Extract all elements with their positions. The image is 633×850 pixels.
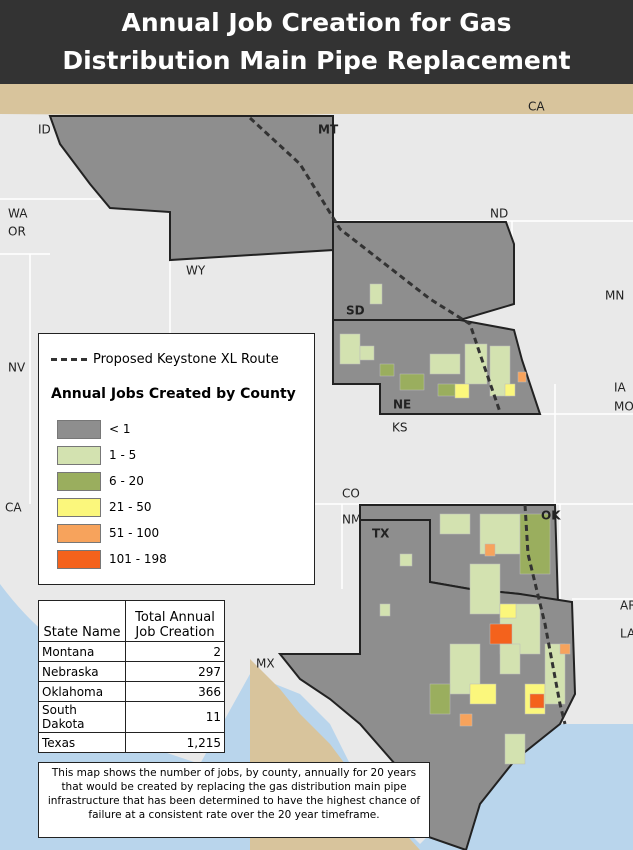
- state-label: TX: [372, 527, 390, 541]
- table-row: Montana 2: [38, 641, 225, 662]
- keystone-route: [523, 504, 567, 725]
- state-label: SD: [346, 304, 365, 318]
- state-label: NM: [342, 513, 361, 527]
- legend-item: 6 - 20: [57, 472, 144, 491]
- legend-label: 51 - 100: [109, 526, 160, 540]
- state-label: ND: [490, 207, 508, 221]
- county: [517, 371, 527, 383]
- state-label: CA: [528, 100, 545, 114]
- county: [499, 603, 517, 619]
- legend-label: 101 - 198: [109, 552, 167, 566]
- county: [489, 345, 511, 397]
- county: [379, 363, 395, 377]
- county: [437, 383, 457, 397]
- table-cell: 1,215: [125, 732, 225, 753]
- legend-item: 21 - 50: [57, 498, 152, 517]
- legend-swatch: [57, 550, 101, 569]
- legend: Proposed Keystone XL Route Annual Jobs C…: [38, 333, 315, 585]
- table-cell: Oklahoma: [38, 681, 126, 702]
- state-label: MX: [256, 657, 275, 671]
- county: [399, 553, 413, 567]
- canada: [0, 84, 633, 115]
- county: [454, 383, 470, 399]
- county: [439, 513, 471, 535]
- state-label: WY: [186, 264, 206, 278]
- state-label: WA: [8, 207, 28, 221]
- state-label: AR: [620, 599, 633, 613]
- route-label: Proposed Keystone XL Route: [93, 352, 279, 367]
- county: [339, 333, 361, 365]
- legend-swatch: [57, 498, 101, 517]
- table-cell: Texas: [38, 732, 126, 753]
- legend-label: 6 - 20: [109, 474, 144, 488]
- county: [489, 623, 513, 645]
- legend-item: < 1: [57, 420, 131, 439]
- state-label: KS: [392, 421, 408, 435]
- state-label: LA: [620, 627, 633, 641]
- legend-swatch: [57, 420, 101, 439]
- legend-label: 1 - 5: [109, 448, 137, 462]
- county: [469, 683, 497, 705]
- legend-swatch: [57, 524, 101, 543]
- county: [429, 683, 451, 715]
- county: [504, 733, 526, 765]
- table-row: Texas 1,215: [38, 732, 225, 753]
- montana: [48, 115, 334, 262]
- table-cell: 11: [125, 701, 225, 733]
- state-label: MN: [605, 289, 624, 303]
- county: [369, 283, 383, 305]
- table-cell: 2: [125, 641, 225, 662]
- table-header: Total Annual Job Creation: [125, 600, 225, 642]
- county: [399, 373, 425, 391]
- state-label: MO: [614, 400, 633, 414]
- state-label: IA: [614, 381, 627, 395]
- county: [484, 543, 496, 557]
- county: [379, 603, 391, 617]
- table-row: South Dakota 11: [38, 701, 225, 733]
- county: [459, 713, 473, 727]
- state-label: ID: [38, 123, 51, 137]
- county: [499, 643, 521, 675]
- legend-item: 51 - 100: [57, 524, 160, 543]
- county: [469, 563, 501, 615]
- legend-swatch: [57, 472, 101, 491]
- county: [529, 693, 545, 709]
- legend-label: 21 - 50: [109, 500, 152, 514]
- counties: [339, 283, 571, 765]
- title: Annual Job Creation for Gas Distribution…: [0, 0, 633, 84]
- legend-label: < 1: [109, 422, 131, 436]
- state-label: OK: [541, 509, 561, 523]
- legend-item: 101 - 198: [57, 550, 167, 569]
- table-cell: Montana: [38, 641, 126, 662]
- table-row: Oklahoma 366: [38, 681, 225, 702]
- county: [519, 513, 551, 575]
- table-header: State Name: [38, 600, 126, 642]
- table-row: Nebraska 297: [38, 661, 225, 682]
- table-cell: South Dakota: [38, 701, 126, 733]
- table-cell: Nebraska: [38, 661, 126, 682]
- county: [359, 345, 375, 361]
- legend-item: 1 - 5: [57, 446, 137, 465]
- county: [504, 383, 516, 397]
- county: [429, 353, 461, 375]
- state-labels: CA ID MT WA OR WY ND SD MN NE NV IA MO KS CO CA NM OK TX AR…: [5, 100, 633, 671]
- legend-title: Annual Jobs Created by County: [51, 386, 296, 402]
- county: [464, 343, 488, 385]
- note: This map shows the number of jobs, by co…: [38, 762, 430, 838]
- table-cell: 297: [125, 661, 225, 682]
- route-legend: Proposed Keystone XL Route: [51, 352, 279, 367]
- table-cell: 366: [125, 681, 225, 702]
- legend-swatch: [57, 446, 101, 465]
- county: [559, 643, 571, 655]
- state-label: MT: [318, 123, 339, 137]
- state-label: NE: [393, 398, 411, 412]
- state-table: State Name Total Annual Job Creation Mont…: [38, 600, 225, 753]
- state-label: CA: [5, 501, 22, 515]
- state-label: CO: [342, 487, 360, 501]
- state-label: OR: [8, 225, 26, 239]
- state-label: NV: [8, 361, 26, 375]
